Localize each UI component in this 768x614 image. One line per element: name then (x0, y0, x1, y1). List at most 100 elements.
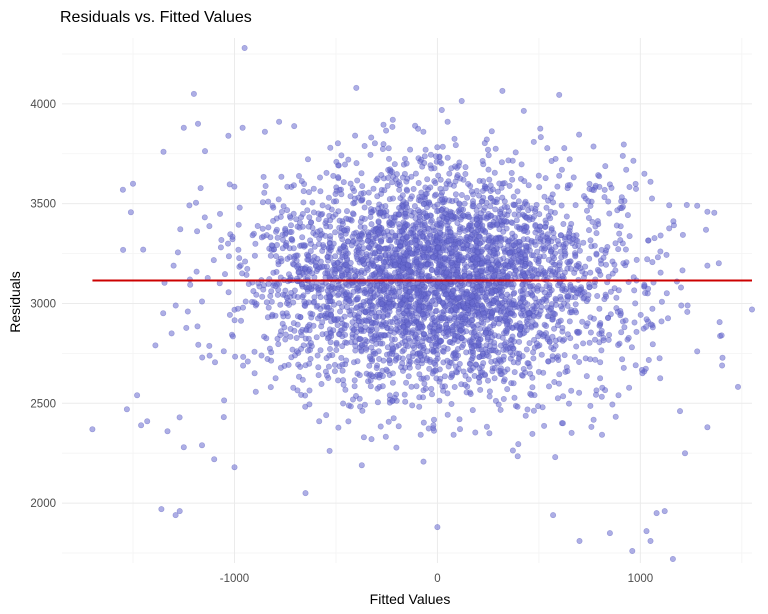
data-point (193, 268, 200, 275)
data-point (583, 373, 590, 380)
data-point (413, 258, 420, 265)
data-point (410, 327, 417, 334)
data-point (592, 223, 599, 230)
data-point (269, 202, 276, 209)
data-point (657, 248, 664, 255)
data-point (469, 263, 476, 270)
data-point (615, 341, 622, 348)
data-point (590, 416, 597, 423)
data-point (327, 217, 334, 224)
data-point (259, 225, 266, 232)
data-point (386, 392, 393, 399)
data-point (339, 236, 346, 243)
data-point (442, 185, 449, 192)
data-point (580, 295, 587, 302)
data-point (458, 98, 465, 105)
data-point (499, 194, 506, 201)
data-point (631, 287, 638, 294)
data-point (475, 192, 482, 199)
data-point (453, 368, 460, 375)
data-point (486, 388, 493, 395)
data-point (647, 537, 654, 544)
data-point (434, 144, 441, 151)
data-point (446, 246, 453, 253)
data-point (560, 243, 567, 250)
data-point (290, 320, 297, 327)
data-point (556, 371, 563, 378)
data-point (540, 296, 547, 303)
data-point (580, 239, 587, 246)
data-point (184, 308, 191, 315)
data-point (436, 235, 443, 242)
data-point (618, 194, 625, 201)
data-point (529, 430, 536, 437)
data-point (383, 127, 390, 134)
data-point (591, 242, 598, 249)
data-point (535, 172, 542, 179)
data-point (524, 406, 531, 413)
data-point (372, 232, 379, 239)
data-point (594, 292, 601, 299)
data-point (420, 128, 427, 135)
data-point (335, 290, 342, 297)
data-point (379, 383, 386, 390)
data-point (530, 271, 537, 278)
data-point (323, 412, 330, 419)
data-point (576, 537, 583, 544)
data-point (676, 408, 683, 415)
data-point (358, 170, 365, 177)
data-point (558, 202, 565, 209)
data-point (451, 336, 458, 343)
data-point (657, 232, 664, 239)
data-point (632, 362, 639, 369)
data-point (509, 333, 516, 340)
data-point (566, 156, 573, 163)
data-point (447, 212, 454, 219)
data-point (415, 363, 422, 370)
data-point (552, 295, 559, 302)
data-point (270, 217, 277, 224)
data-point (420, 286, 427, 293)
y-tick-label: 2000 (30, 498, 56, 510)
data-point (516, 226, 523, 233)
data-point (444, 154, 451, 161)
data-point (506, 249, 513, 256)
data-point (469, 407, 476, 414)
data-point (414, 290, 421, 297)
data-point (488, 128, 495, 135)
data-point (530, 407, 537, 414)
data-point (265, 198, 272, 205)
data-point (456, 426, 463, 433)
data-point (353, 84, 360, 91)
data-point (325, 304, 332, 311)
data-point (469, 293, 476, 300)
data-point (250, 288, 257, 295)
data-point (307, 248, 314, 255)
data-point (704, 208, 711, 215)
data-point (679, 231, 686, 238)
data-point (586, 255, 593, 262)
data-point (405, 373, 412, 380)
data-point (407, 146, 414, 153)
data-point (576, 358, 583, 365)
data-point (349, 233, 356, 240)
data-point (378, 172, 385, 179)
data-point (298, 391, 305, 398)
data-point (339, 367, 346, 374)
data-point (325, 363, 332, 370)
data-point (605, 198, 612, 205)
data-point (365, 189, 372, 196)
data-point (320, 242, 327, 249)
data-point (251, 252, 258, 259)
data-point (579, 268, 586, 275)
data-point (368, 272, 375, 279)
data-point (428, 217, 435, 224)
data-point (432, 283, 439, 290)
data-point (341, 242, 348, 249)
data-point (510, 193, 517, 200)
data-point (497, 236, 504, 243)
data-point (332, 229, 339, 236)
data-point (298, 178, 305, 185)
data-point (220, 348, 227, 355)
x-tick-label: 0 (434, 573, 440, 585)
